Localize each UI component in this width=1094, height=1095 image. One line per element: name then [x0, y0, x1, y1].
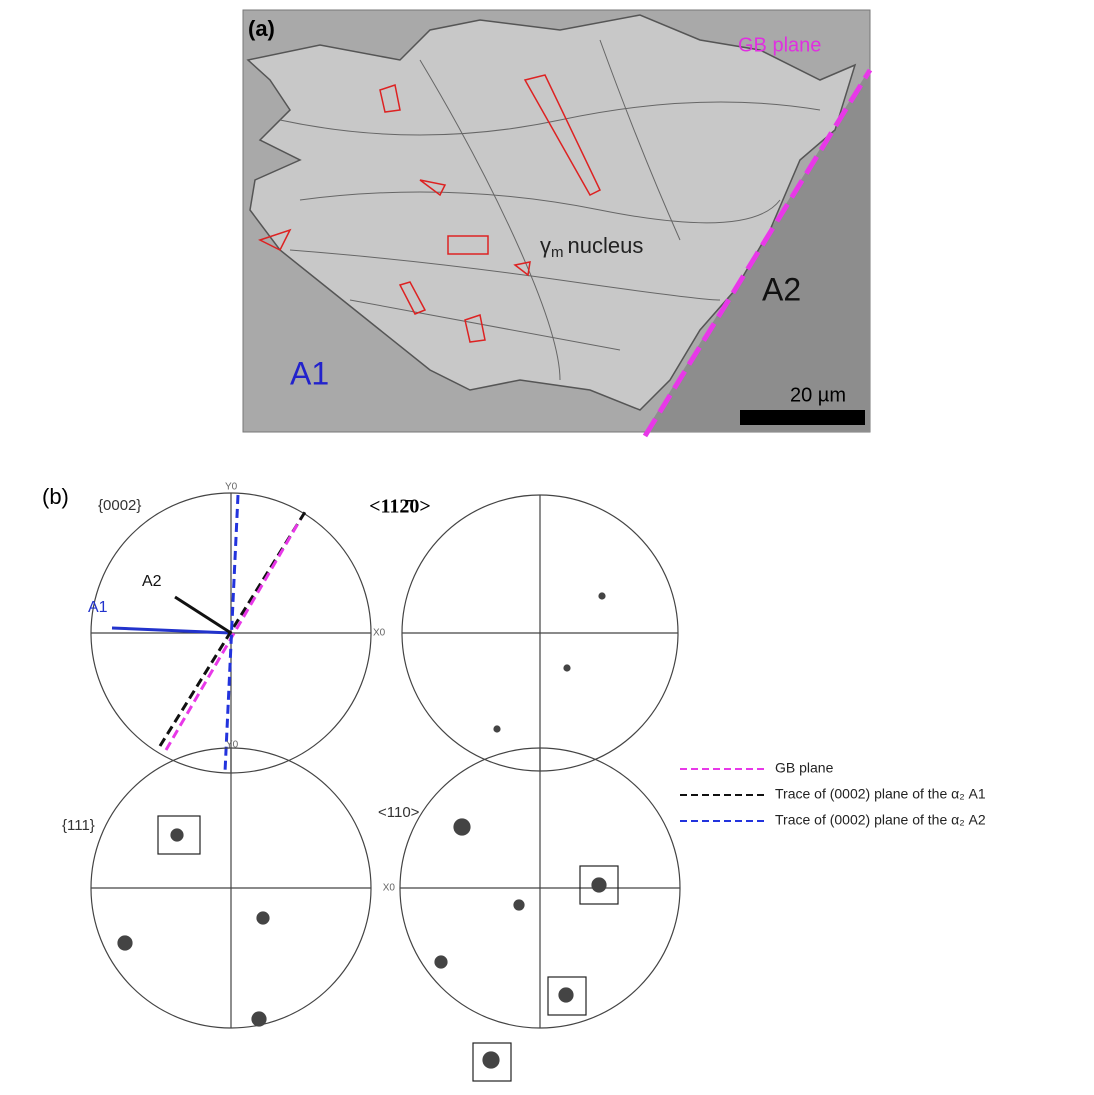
grain-label: A1: [290, 355, 329, 391]
pole-figure-title: <112̄0>: [369, 496, 431, 518]
pole-figure-title: {111}: [62, 817, 95, 834]
pole-figure: [90, 492, 372, 774]
twin: [379, 84, 401, 113]
nucleus-subscript: m: [551, 244, 564, 261]
legend: GB plane Trace of (0002) plane of the α₂…: [680, 760, 986, 828]
grain-label: A2: [762, 271, 801, 307]
pole-spot: [493, 725, 501, 733]
scale-bar: [740, 410, 865, 425]
pole-spot: [513, 899, 525, 911]
gb-plane-line: [642, 68, 873, 438]
micrograph: (a) GB plane γm nucleus A2 A1 20 µm: [242, 9, 873, 438]
nucleus-label: γm nucleus: [540, 233, 643, 261]
twin: [258, 228, 292, 252]
axis-label: Y0: [226, 740, 239, 751]
pole-spot: [434, 955, 448, 969]
pole-figure-title: <110>: [378, 804, 420, 821]
pole-spot: [482, 1051, 500, 1069]
twin: [464, 314, 486, 343]
pole-spot: [251, 1011, 267, 1027]
pole-spot: [256, 911, 270, 925]
boundary: [279, 101, 821, 136]
highlight-box: [472, 1042, 512, 1082]
nucleus-region: [246, 14, 857, 411]
twin: [447, 235, 489, 255]
pole-spot: [453, 818, 471, 836]
grain-boundaries: [279, 39, 821, 381]
pole-figure-title: {0002}: [98, 497, 141, 514]
highlight-box: [579, 865, 619, 905]
nucleus-text: nucleus: [568, 233, 644, 258]
axis-label: X0: [383, 883, 396, 894]
twin: [398, 281, 427, 315]
twin: [419, 179, 447, 197]
pole-label: A2: [142, 573, 162, 590]
pole-spot: [591, 877, 607, 893]
highlight-box: [157, 815, 201, 855]
pole-figure: [399, 747, 681, 1082]
a1-pole-line: [111, 626, 232, 635]
gb-plane-label: GB plane: [738, 34, 821, 56]
highlight-box: [547, 976, 587, 1016]
pole-spot: [117, 935, 133, 951]
nucleus-symbol: γ: [540, 233, 551, 258]
boundary: [419, 59, 561, 381]
boundary: [299, 191, 781, 224]
pole-figure: [90, 747, 372, 1029]
twin: [523, 74, 601, 196]
boundary: [349, 299, 621, 351]
legend-label: Trace of (0002) plane of the α₂ A2: [775, 812, 986, 828]
boundary: [599, 39, 681, 241]
pole-spot: [558, 987, 574, 1003]
gb-trace: [164, 519, 302, 751]
legend-label: GB plane: [775, 760, 834, 776]
twin-boundaries: [258, 74, 601, 343]
panel-label: (a): [248, 16, 275, 41]
scale-bar-label: 20 µm: [790, 384, 846, 406]
trace-a2: [223, 494, 240, 773]
a2-pole-line: [174, 595, 232, 635]
twin: [513, 261, 531, 277]
axis-label: Y0: [225, 482, 238, 493]
pole-spot: [563, 664, 571, 672]
legend-label: Trace of (0002) plane of the α₂ A1: [775, 786, 986, 802]
panel-label: (b): [42, 484, 69, 509]
pole-spot: [170, 828, 184, 842]
pole-figure: [401, 494, 679, 772]
pole-label: A1: [88, 599, 108, 616]
axis-label: X0: [373, 628, 386, 639]
pole-spot: [598, 592, 606, 600]
boundary: [289, 249, 721, 301]
